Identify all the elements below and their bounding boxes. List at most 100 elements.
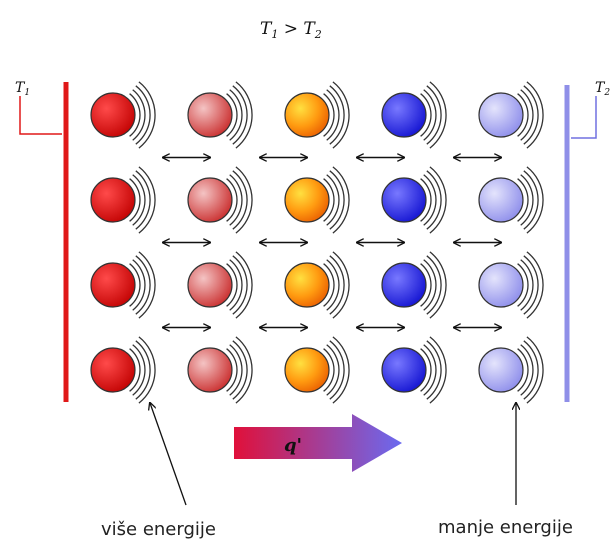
vibration-arc	[429, 336, 447, 404]
vibration-arc	[232, 170, 248, 230]
vibration-arc	[226, 348, 238, 392]
vibration-arc	[132, 259, 146, 311]
particle	[90, 166, 156, 234]
vibration-arc	[520, 89, 534, 141]
cold-wall-thermometer-icon	[571, 96, 597, 139]
vibration-arc	[329, 255, 345, 315]
vibration-arc	[426, 85, 442, 145]
vibration-arc	[323, 263, 335, 307]
vibration-arc	[138, 81, 156, 149]
vibration-arc	[229, 344, 243, 396]
vibration-arc	[420, 263, 432, 307]
vibration-arc	[326, 344, 340, 396]
left-wall-label: T1	[15, 80, 30, 98]
vibration-arc	[332, 251, 350, 319]
vibration-arc	[138, 251, 156, 319]
vibration-arc	[523, 255, 539, 315]
particle	[478, 336, 544, 404]
vibration-arc	[232, 340, 248, 400]
vibration-arc	[226, 263, 238, 307]
title-formula: T1 > T2	[260, 19, 322, 41]
vibration-arc	[423, 89, 437, 141]
particle	[381, 336, 447, 404]
vibration-arc	[429, 81, 447, 149]
particle	[478, 81, 544, 149]
heat-flow-arrow: q'	[234, 414, 402, 472]
particle	[478, 251, 544, 319]
vibration-arc	[323, 348, 335, 392]
vibration-arc	[326, 259, 340, 311]
hot-wall-thermometer-icon	[19, 96, 62, 135]
vibration-arc	[226, 93, 238, 137]
particle	[187, 81, 253, 149]
vibration-arc	[517, 263, 529, 307]
particle	[284, 336, 350, 404]
vibration-arc	[129, 348, 141, 392]
vibration-arc	[517, 93, 529, 137]
interaction-arrows	[163, 158, 501, 328]
vibration-arc	[423, 174, 437, 226]
left-caption-pointer	[150, 403, 187, 506]
particle-grid	[90, 81, 544, 404]
vibration-arc	[229, 259, 243, 311]
particle	[90, 251, 156, 319]
vibration-arc	[232, 85, 248, 145]
particle	[284, 251, 350, 319]
vibration-arc	[129, 93, 141, 137]
vibration-arc	[429, 166, 447, 234]
vibration-arc	[426, 255, 442, 315]
vibration-arc	[132, 89, 146, 141]
vibration-arc	[423, 259, 437, 311]
vibration-arc	[326, 89, 340, 141]
vibration-arc	[520, 174, 534, 226]
vibration-arc	[517, 178, 529, 222]
hot-wall: T1	[15, 80, 69, 402]
vibration-arc	[420, 178, 432, 222]
vibration-arc	[129, 178, 141, 222]
particle	[381, 166, 447, 234]
left-caption: više energije	[101, 519, 216, 540]
right-caption: manje energije	[438, 517, 573, 538]
vibration-arc	[135, 255, 151, 315]
particle	[90, 336, 156, 404]
vibration-arc	[332, 166, 350, 234]
vibration-arc	[332, 336, 350, 404]
vibration-arc	[526, 81, 544, 149]
vibration-arc	[526, 251, 544, 319]
vibration-arc	[235, 81, 253, 149]
right-wall-label: T2	[595, 80, 610, 98]
vibration-arc	[526, 166, 544, 234]
particle	[381, 251, 447, 319]
vibration-arc	[429, 251, 447, 319]
vibration-arc	[423, 344, 437, 396]
vibration-arc	[132, 344, 146, 396]
cold-wall: T2	[564, 80, 610, 402]
vibration-arc	[326, 174, 340, 226]
vibration-arc	[426, 170, 442, 230]
vibration-arc	[235, 251, 253, 319]
vibration-arc	[135, 85, 151, 145]
vibration-arc	[129, 263, 141, 307]
vibration-arc	[520, 259, 534, 311]
vibration-arc	[229, 174, 243, 226]
vibration-arc	[520, 344, 534, 396]
vibration-arc	[329, 85, 345, 145]
vibration-arc	[229, 89, 243, 141]
vibration-arc	[523, 340, 539, 400]
particle	[187, 251, 253, 319]
vibration-arc	[235, 336, 253, 404]
particle	[284, 166, 350, 234]
vibration-arc	[526, 336, 544, 404]
vibration-arc	[323, 93, 335, 137]
particle	[478, 166, 544, 234]
vibration-arc	[138, 166, 156, 234]
vibration-arc	[332, 81, 350, 149]
vibration-arc	[329, 170, 345, 230]
vibration-arc	[517, 348, 529, 392]
vibration-arc	[420, 348, 432, 392]
vibration-arc	[329, 340, 345, 400]
particle	[187, 166, 253, 234]
vibration-arc	[323, 178, 335, 222]
